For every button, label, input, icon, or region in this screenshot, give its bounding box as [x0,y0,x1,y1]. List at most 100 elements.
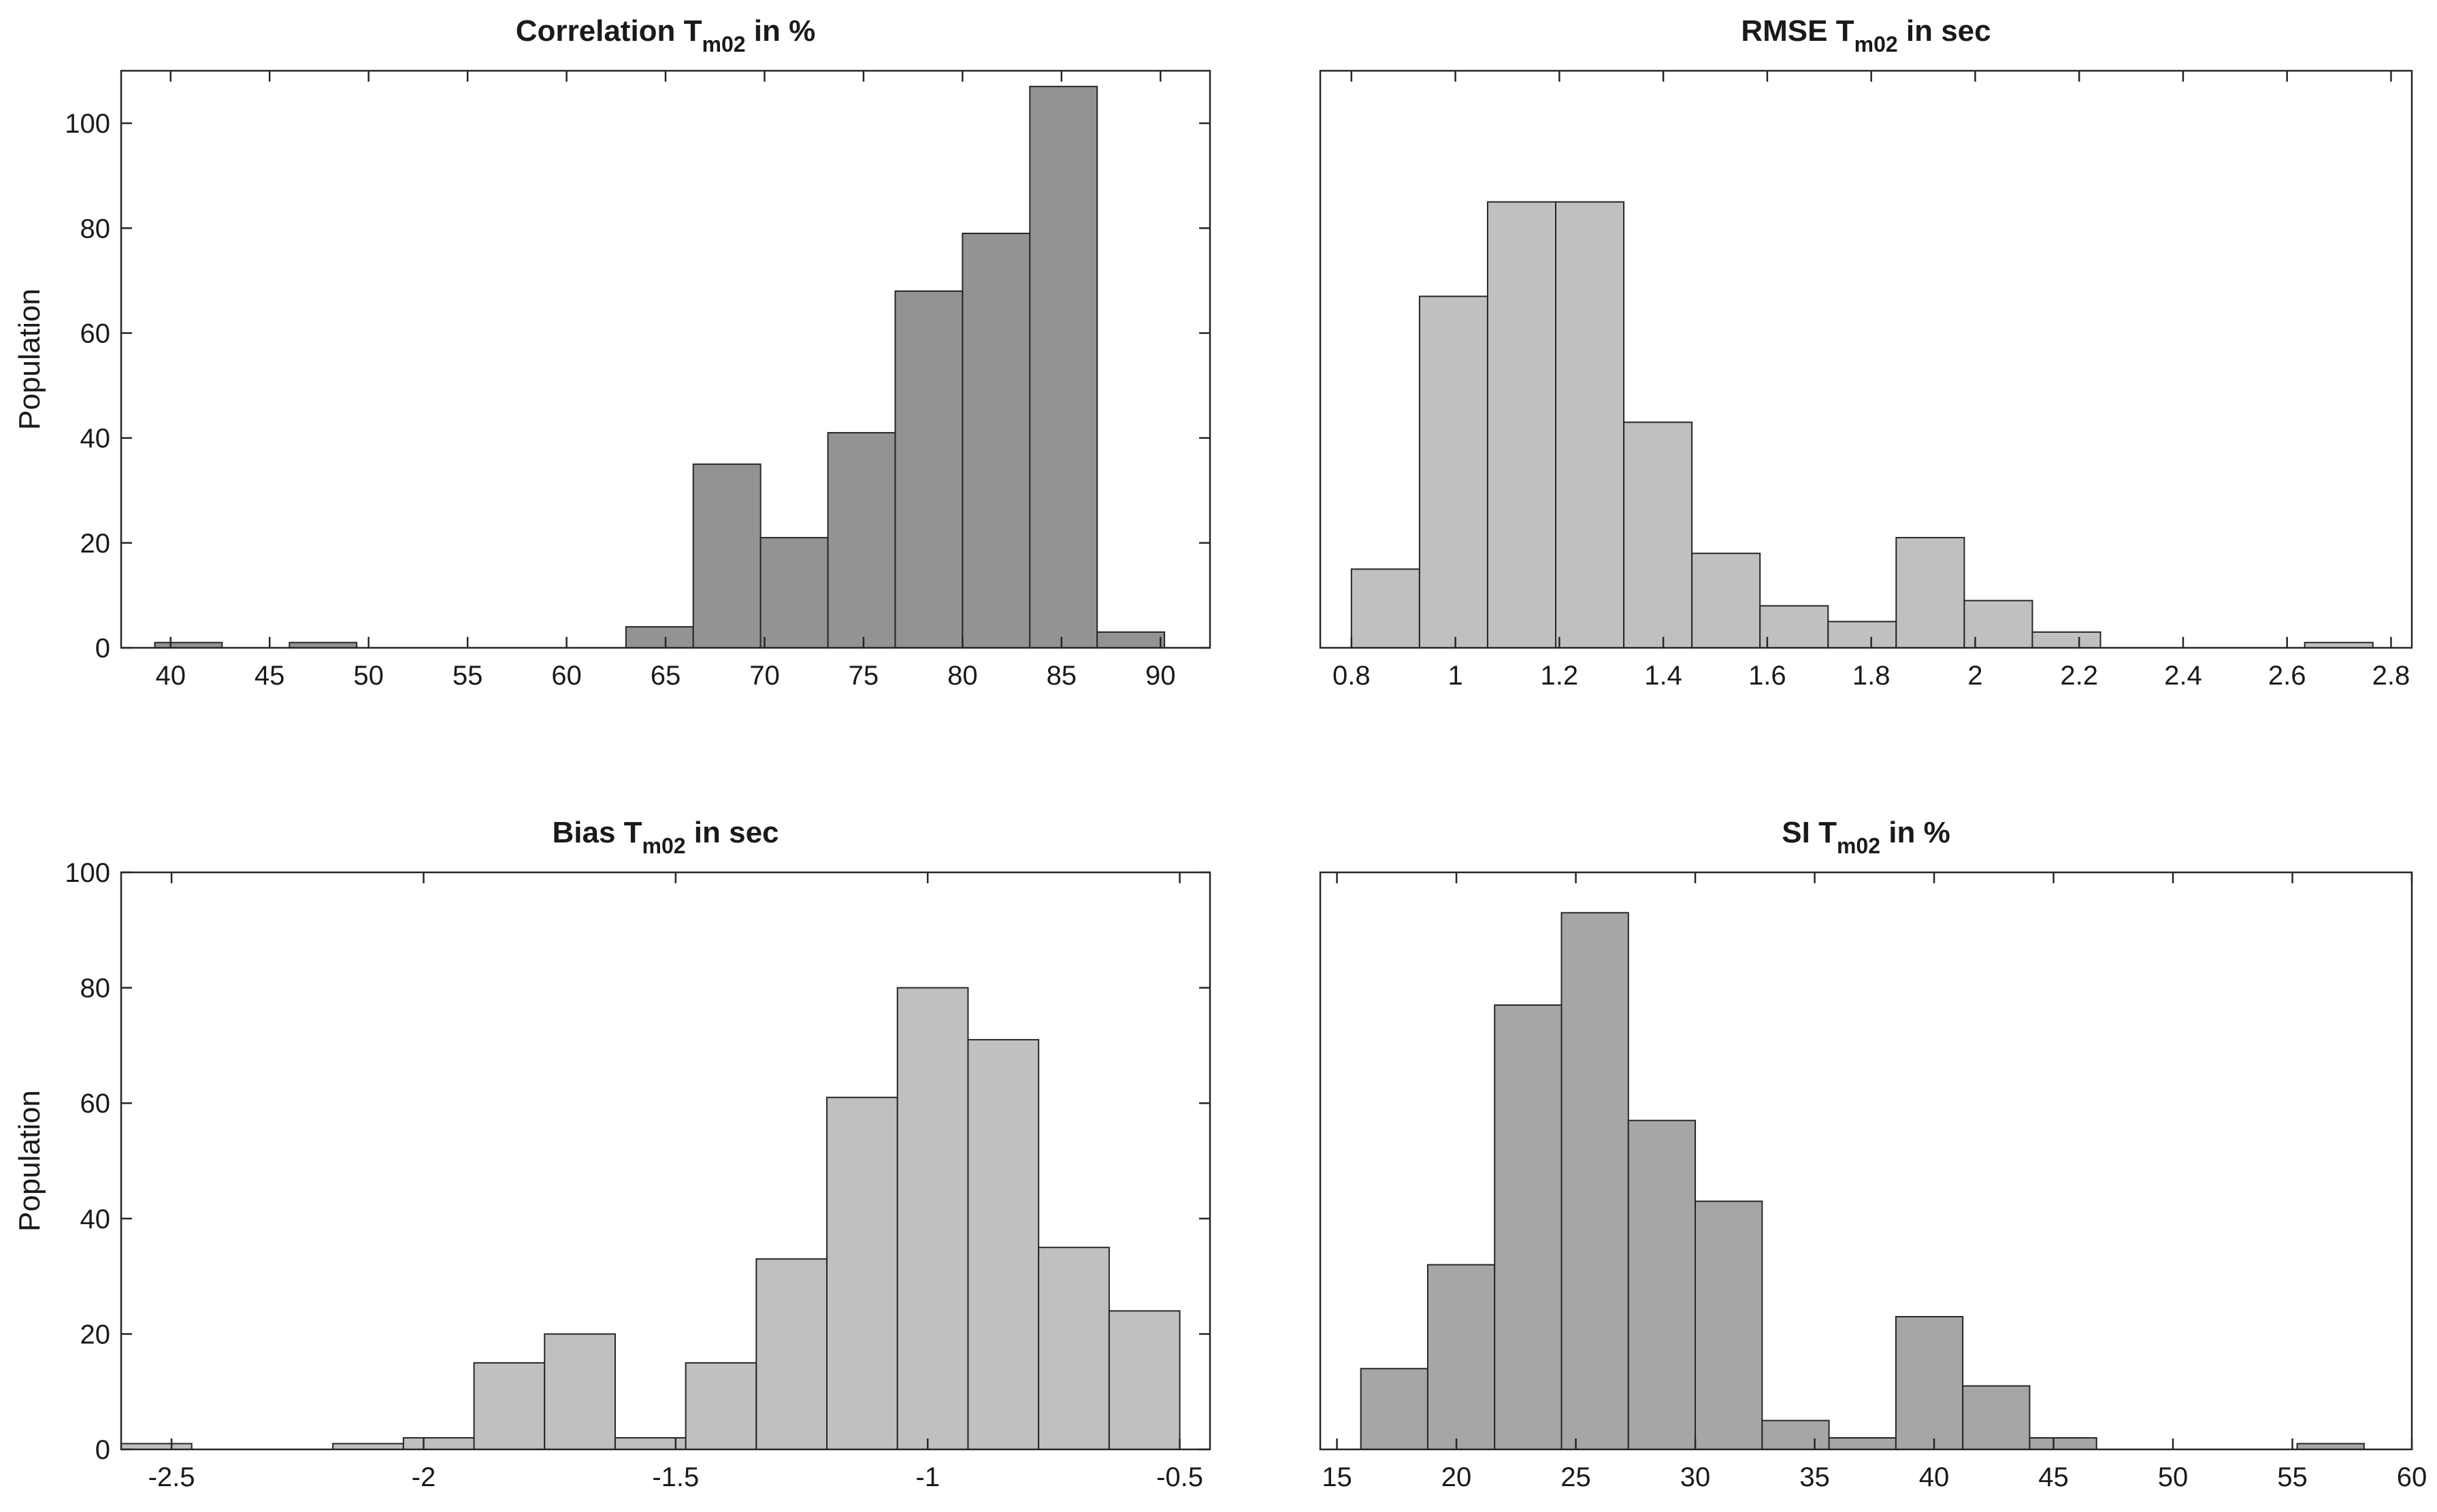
chart-title-suffix: in sec [686,816,779,849]
chart-title-prefix: Correlation T [516,14,702,48]
x-tick-label: 2.4 [2164,661,2202,691]
x-tick-label: -2.5 [148,1462,195,1492]
chart-title-subscript: m02 [1837,834,1880,858]
y-tick-label: 0 [95,1435,110,1465]
histogram-bar [1029,86,1098,649]
histogram-bar [1560,912,1629,1450]
chart-title-suffix: in % [746,14,816,48]
y-tick-label: 40 [80,424,111,454]
histogram-panel-2: 0.8 1 1.2 1.4 1.6 1.8 2 2.2 2.4 2.6 2.8 RMSE Tm02 i… [1319,14,2413,691]
x-tick-label: 25 [1560,1462,1591,1492]
histogram-bar [332,1443,404,1451]
histogram-bar [896,987,969,1450]
x-tick-label: 1 [1448,661,1462,691]
chart-title-suffix: in % [1880,816,1950,849]
x-tick-label: 65 [651,661,681,691]
x-tick-label: 40 [1919,1462,1950,1492]
y-tick-label: 100 [65,858,110,888]
histogram-bar [759,537,829,648]
histogram-bar [1761,1419,1830,1451]
histogram-bar [1691,553,1761,649]
x-tick-label: 85 [1047,661,1077,691]
histogram-bar [1096,631,1166,649]
axes-box [1319,69,2413,649]
x-tick-label: 90 [1145,661,1176,691]
histogram-bar [1627,1119,1697,1450]
x-tick-label: 30 [1680,1462,1711,1492]
chart-title-prefix: RMSE T [1741,14,1854,48]
y-tick-label: 100 [65,109,110,139]
x-tick-label: 40 [155,661,186,691]
x-tick-label: 50 [353,661,384,691]
histogram-bar [692,463,762,648]
histogram-bar [894,290,964,649]
histogram-bar [402,1437,475,1451]
y-tick-label: 0 [95,634,110,663]
x-tick-label: 45 [255,661,285,691]
histogram-bar [1827,621,1897,648]
histogram-bar [1494,1004,1563,1451]
histogram-bar [1895,537,1965,648]
chart-title: Correlation Tm02 in % [516,14,816,56]
histogram-bar [1038,1247,1110,1450]
histogram-panel-1: 40 45 50 55 60 65 70 75 80 85 90 0 20 40 60 80 100 Popula… [13,14,1211,691]
x-tick-label: 35 [1799,1462,1830,1492]
chart-title-subscript: m02 [702,32,746,56]
x-tick-label: 80 [947,661,978,691]
histogram-bar [826,1096,898,1450]
histogram-bar [1962,1385,2031,1450]
x-tick-label: 50 [2158,1462,2189,1492]
x-tick-label: -1 [915,1462,940,1492]
x-tick-label: 55 [453,661,483,691]
histogram-bar [625,626,694,648]
y-axis-label: Population [13,1090,46,1232]
x-tick-label: 15 [1322,1462,1352,1492]
x-tick-label: 70 [749,661,780,691]
x-tick-label: 2.6 [2268,661,2306,691]
x-tick-label: 1.2 [1541,661,1579,691]
x-tick-label: 2 [1967,661,1982,691]
y-tick-label: 20 [80,1319,111,1349]
x-tick-label: 0.8 [1332,661,1371,691]
chart-title: Bias Tm02 in sec [552,816,779,858]
y-tick-label: 80 [80,214,111,244]
histogram-bar [962,232,1031,648]
chart-title-subscript: m02 [642,834,686,858]
histogram-bar [755,1258,828,1451]
histogram-bar [1360,1368,1428,1451]
histogram-bar [2029,1437,2097,1451]
histogram-bar [1418,295,1488,648]
histogram-bar [120,1443,193,1451]
histogram-bar [2031,631,2101,649]
y-tick-label: 20 [80,529,111,559]
x-tick-label: 75 [849,661,879,691]
chart-title-prefix: SI T [1782,816,1837,849]
x-tick-label: 2.2 [2060,661,2098,691]
histogram-panel-3: -2.5 -2 -1.5 -1 -0.5 0 20 40 60 80 100 Population Bi… [13,816,1211,1492]
histogram-bar [1426,1264,1496,1450]
chart-title-subscript: m02 [1854,32,1898,56]
x-tick-label: 1.6 [1748,661,1786,691]
histogram-panel-4: 15 20 25 30 35 40 45 50 55 60 SI Tm02 in % [1319,816,2427,1492]
x-tick-label: 1.4 [1644,661,1682,691]
chart-title: RMSE Tm02 in sec [1741,14,1991,56]
histogram-bar [685,1362,757,1451]
x-tick-label: -2 [412,1462,436,1492]
histogram-bar [473,1362,546,1451]
histogram-bar [827,431,896,648]
axes-box [120,871,1211,1451]
histogram-bar [1895,1315,1964,1450]
histogram-bar [1623,421,1693,648]
histogram-bar [1555,201,1625,648]
x-tick-label: -0.5 [1156,1462,1203,1492]
y-tick-label: 80 [80,974,111,1004]
histogram-bar [1350,568,1420,649]
histogram-bar [1486,201,1557,648]
chart-title: SI Tm02 in % [1782,816,1950,858]
x-tick-label: 60 [551,661,582,691]
histogram-bar [1695,1200,1763,1450]
x-tick-label: -1.5 [652,1462,699,1492]
y-tick-label: 60 [80,1089,111,1119]
